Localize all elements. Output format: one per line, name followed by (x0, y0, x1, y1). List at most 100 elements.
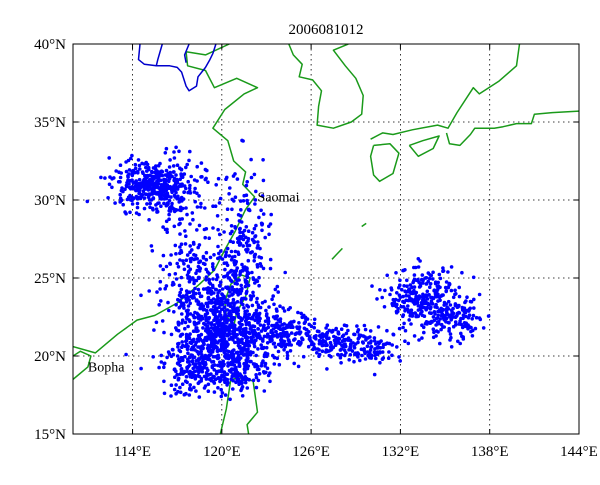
ensemble-point (123, 187, 127, 191)
ensemble-point (224, 250, 228, 254)
ensemble-point (147, 218, 151, 222)
ensemble-point (241, 233, 246, 238)
ensemble-point (240, 394, 245, 398)
ensemble-point (262, 389, 267, 393)
ensemble-point (165, 230, 169, 234)
ensemble-point (185, 273, 190, 277)
coastline (331, 247, 343, 260)
ensemble-point (281, 341, 286, 346)
ensemble-point (239, 337, 244, 342)
ensemble-point (227, 192, 231, 196)
ensemble-point (229, 360, 233, 365)
ensemble-point (369, 345, 373, 349)
ensemble-point (341, 338, 346, 343)
ensemble-point (396, 309, 400, 314)
ensemble-point (179, 275, 184, 280)
ensemble-point (169, 204, 174, 209)
ensemble-point (223, 393, 228, 397)
ensemble-point (165, 227, 169, 232)
ensemble-point (454, 314, 458, 319)
ensemble-point (356, 340, 360, 345)
ensemble-point (448, 338, 452, 342)
ensemble-point (164, 219, 169, 224)
ensemble-point (144, 165, 148, 170)
ensemble-point (370, 284, 374, 288)
ensemble-point (151, 196, 156, 201)
ensemble-point (290, 323, 294, 328)
ensemble-point (260, 222, 265, 226)
ensemble-point (241, 269, 245, 273)
ensemble-point (205, 346, 210, 351)
ensemble-point (226, 285, 230, 290)
ensemble-point (229, 249, 234, 254)
ensemble-point (211, 264, 215, 269)
ensemble-point (201, 340, 206, 345)
ensemble-point (244, 365, 248, 370)
ensemble-point (395, 345, 399, 349)
ensemble-point (196, 365, 201, 370)
gridlines (73, 44, 579, 434)
ensemble-point (149, 244, 154, 248)
ensemble-point (451, 295, 456, 300)
ensemble-point (251, 276, 255, 280)
ensemble-point (369, 339, 373, 344)
ensemble-point (155, 290, 159, 294)
ensemble-point (203, 384, 208, 388)
ensemble-point (248, 353, 253, 357)
ensemble-point (167, 209, 171, 213)
ensemble-point (486, 314, 491, 318)
ensemble-point (401, 314, 405, 319)
ensemble-point (424, 320, 429, 324)
ensemble-point (334, 326, 339, 331)
ensemble-point (441, 266, 445, 270)
ensemble-point (470, 317, 475, 321)
ensemble-point (228, 290, 232, 294)
ensemble-point (414, 313, 419, 317)
ensemble-point (190, 211, 195, 215)
ensemble-point (376, 325, 381, 329)
ensemble-point (363, 350, 368, 355)
ensemble-point (285, 342, 290, 347)
coastline (224, 274, 251, 328)
ensemble-point (381, 345, 385, 350)
ensemble-point (195, 179, 199, 183)
ensemble-point (226, 361, 230, 365)
ensemble-point (204, 176, 208, 181)
ensemble-point (416, 304, 421, 308)
ensemble-point (213, 304, 217, 308)
ensemble-point (179, 250, 184, 255)
ensemble-point (327, 349, 332, 353)
ensemble-point (189, 347, 193, 352)
ensemble-point (197, 291, 202, 296)
ensemble-point (288, 349, 293, 353)
ensemble-point (281, 327, 285, 331)
ensemble-point (344, 351, 348, 355)
ensemble-point (184, 165, 188, 170)
ensemble-point (169, 332, 174, 337)
ensemble-point (253, 318, 257, 323)
ensemble-point (154, 181, 159, 185)
ensemble-point (185, 366, 189, 371)
ensemble-point (229, 279, 234, 284)
ensemble-point (162, 201, 166, 206)
ensemble-point (272, 355, 277, 360)
ensemble-point (269, 212, 274, 217)
ensemble-point (218, 310, 222, 314)
ensemble-point (275, 284, 280, 289)
ensemble-point (257, 275, 261, 280)
ensemble-point (164, 187, 169, 192)
ensemble-point (256, 243, 260, 248)
ensemble-point (249, 340, 253, 344)
ensemble-point (140, 170, 145, 174)
ensemble-point (151, 176, 156, 180)
ensemble-point (471, 275, 476, 280)
ensemble-point (185, 162, 189, 167)
ensemble-point (325, 323, 330, 328)
ensemble-point (191, 217, 195, 222)
ensemble-point (124, 183, 129, 188)
ensemble-point (215, 349, 220, 354)
ensemble-point (198, 266, 202, 270)
ensemble-point (180, 345, 184, 350)
ensemble-point (245, 270, 250, 274)
ensemble-point (282, 348, 286, 352)
